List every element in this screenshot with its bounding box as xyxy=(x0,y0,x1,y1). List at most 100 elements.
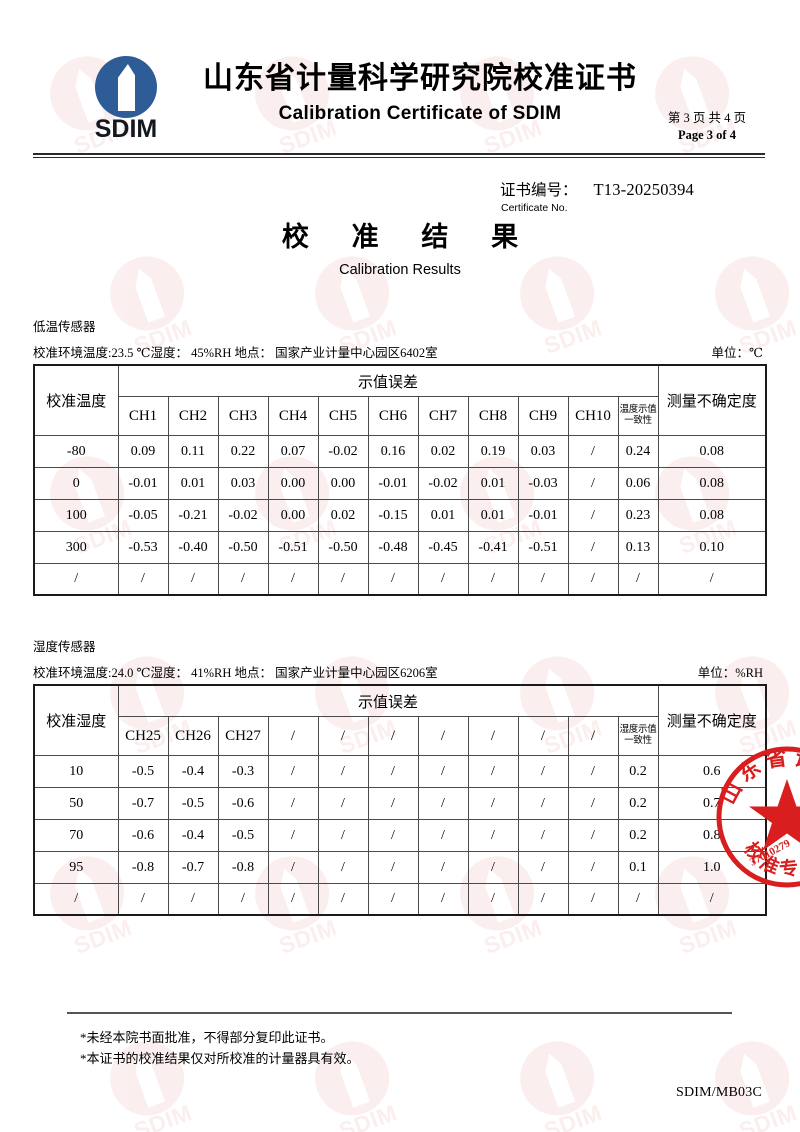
cell-uncertainty: 0.6 xyxy=(657,755,767,788)
cell-error: -0.4 xyxy=(167,819,219,852)
cell-calibration-point: 50 xyxy=(33,787,119,820)
sdim-logo: SDIM xyxy=(72,56,180,144)
cell-error: / xyxy=(417,787,469,820)
cell-error: / xyxy=(317,787,369,820)
cell-error: -0.53 xyxy=(117,531,169,564)
cell-consistency: 0.1 xyxy=(617,851,659,884)
column-header-channel: / xyxy=(567,716,619,756)
footer-notes: *未经本院书面批准，不得部分复印此证书。 *本证书的校准结果仅对所校准的计量器具… xyxy=(80,1028,360,1070)
sensor-label: 湿度传感器 xyxy=(33,640,96,654)
cell-uncertainty: 0.08 xyxy=(657,435,767,468)
temperature-sensor-section: 低温传感器 校准环境温度:23.5 ℃湿度： 45%RH 地点： 国家产业计量中… xyxy=(33,316,767,596)
page-number: 第 3 页 共 4 页 Page 3 of 4 xyxy=(642,110,772,144)
cell-uncertainty: 0.08 xyxy=(657,467,767,500)
sensor-label: 低温传感器 xyxy=(33,320,96,334)
cell-error: / xyxy=(317,819,369,852)
footer-note-1: *未经本院书面批准，不得部分复印此证书。 xyxy=(80,1030,334,1045)
humidity-results-table: 校准湿度 示值误差 测量不确定度 CH25 CH26 CH27 / / / / … xyxy=(33,684,767,916)
cell-error: / xyxy=(367,819,419,852)
cell-error: / xyxy=(567,467,619,500)
cell-error: / xyxy=(517,787,569,820)
table-row: 50 -0.7 -0.5 -0.6 / / / / / / / 0.2 0.7 xyxy=(33,787,767,820)
cell-calibration-point: 70 xyxy=(33,819,119,852)
channel-header-row: CH1 CH2 CH3 CH4 CH5 CH6 CH7 CH8 CH9 CH10… xyxy=(34,396,766,436)
cell-error: / xyxy=(367,883,419,916)
cell-error: -0.45 xyxy=(417,531,469,564)
column-header-channel: CH1 xyxy=(117,396,169,436)
column-header-channel: / xyxy=(467,716,519,756)
cell-error: / xyxy=(567,883,619,916)
cell-consistency: 0.2 xyxy=(617,787,659,820)
humidity-table-body: 10 -0.5 -0.4 -0.3 / / / / / / / 0.2 0.6 … xyxy=(33,755,767,916)
page-number-en: Page 3 of 4 xyxy=(678,127,736,142)
cell-error: -0.48 xyxy=(367,531,419,564)
cell-consistency: / xyxy=(617,883,659,916)
unit-label: 单位：℃ xyxy=(711,346,763,360)
table-row: 70 -0.6 -0.4 -0.5 / / / / / / / 0.2 0.8 xyxy=(33,819,767,852)
cell-error: -0.41 xyxy=(467,531,519,564)
cell-error: / xyxy=(467,883,519,916)
table-row: / / / / / / / / / / / / / xyxy=(33,563,767,596)
cell-error: / xyxy=(517,819,569,852)
cell-error: -0.40 xyxy=(167,531,219,564)
cell-error: -0.02 xyxy=(317,435,369,468)
cell-error: / xyxy=(567,499,619,532)
page-number-cn: 第 3 页 共 4 页 xyxy=(667,111,747,125)
logo-wordmark: SDIM xyxy=(94,115,158,143)
cell-error: / xyxy=(567,435,619,468)
cell-error: -0.6 xyxy=(217,787,269,820)
table-row: 10 -0.5 -0.4 -0.3 / / / / / / / 0.2 0.6 xyxy=(33,755,767,788)
cell-error: / xyxy=(317,563,369,596)
certificate-number-block: 证书编号： T13-20250394 Certificate No. xyxy=(500,178,780,214)
cell-consistency: 0.23 xyxy=(617,499,659,532)
cell-error: 0.11 xyxy=(167,435,219,468)
cell-error: / xyxy=(467,787,519,820)
cell-error: / xyxy=(567,755,619,788)
cell-error: / xyxy=(267,755,319,788)
certificate-number-value: T13-20250394 xyxy=(593,180,694,199)
column-header-channel: / xyxy=(317,716,369,756)
cell-consistency: 0.06 xyxy=(617,467,659,500)
cell-error: 0.03 xyxy=(217,467,269,500)
cell-error: -0.8 xyxy=(217,851,269,884)
cell-uncertainty: 1.0 xyxy=(657,851,767,884)
cell-error: 0.02 xyxy=(317,499,369,532)
cell-error: / xyxy=(567,787,619,820)
results-heading-en: Calibration Results xyxy=(339,262,461,278)
table-row: 100 -0.05 -0.21 -0.02 0.00 0.02 -0.15 0.… xyxy=(33,499,767,532)
column-header-consistency: 温度示值一致性 xyxy=(617,396,659,436)
column-header-channel: CH6 xyxy=(367,396,419,436)
cell-error: -0.02 xyxy=(417,467,469,500)
column-header-uncertainty: 测量不确定度 xyxy=(657,684,767,756)
results-heading-cn: 校 准 结 果 xyxy=(281,222,537,252)
cell-error: / xyxy=(217,883,269,916)
cell-error: 0.00 xyxy=(267,499,319,532)
cell-error: / xyxy=(417,819,469,852)
column-header-channel: CH8 xyxy=(467,396,519,436)
cell-error: -0.01 xyxy=(367,467,419,500)
cell-error: -0.6 xyxy=(117,819,169,852)
cell-error: -0.01 xyxy=(117,467,169,500)
certificate-number-label-en: Certificate No. xyxy=(501,202,568,214)
column-header-channel: CH10 xyxy=(567,396,619,436)
environment-line: 校准环境温度:23.5 ℃湿度： 45%RH 地点： 国家产业计量中心园区640… xyxy=(33,342,765,361)
cell-error: -0.51 xyxy=(517,531,569,564)
cell-error: / xyxy=(567,851,619,884)
table-row: 300 -0.53 -0.40 -0.50 -0.51 -0.50 -0.48 … xyxy=(33,531,767,564)
cell-uncertainty: / xyxy=(657,563,767,596)
cell-error: -0.5 xyxy=(167,787,219,820)
cell-consistency: 0.2 xyxy=(617,819,659,852)
cell-error: / xyxy=(367,851,419,884)
cell-error: / xyxy=(317,883,369,916)
column-header-channel: / xyxy=(267,716,319,756)
environment-conditions: 校准环境温度:23.5 ℃湿度： 45%RH 地点： 国家产业计量中心园区640… xyxy=(33,346,438,360)
cell-error: / xyxy=(367,787,419,820)
cell-error: 0.16 xyxy=(367,435,419,468)
cell-error: / xyxy=(567,563,619,596)
cell-error: -0.01 xyxy=(517,499,569,532)
channel-header-row: CH25 CH26 CH27 / / / / / / / 湿度示值一致性 xyxy=(34,716,766,756)
form-code: SDIM/MB03C xyxy=(675,1085,762,1100)
cell-calibration-point: 10 xyxy=(33,755,119,788)
cell-error: -0.02 xyxy=(217,499,269,532)
column-header-channel: CH2 xyxy=(167,396,219,436)
